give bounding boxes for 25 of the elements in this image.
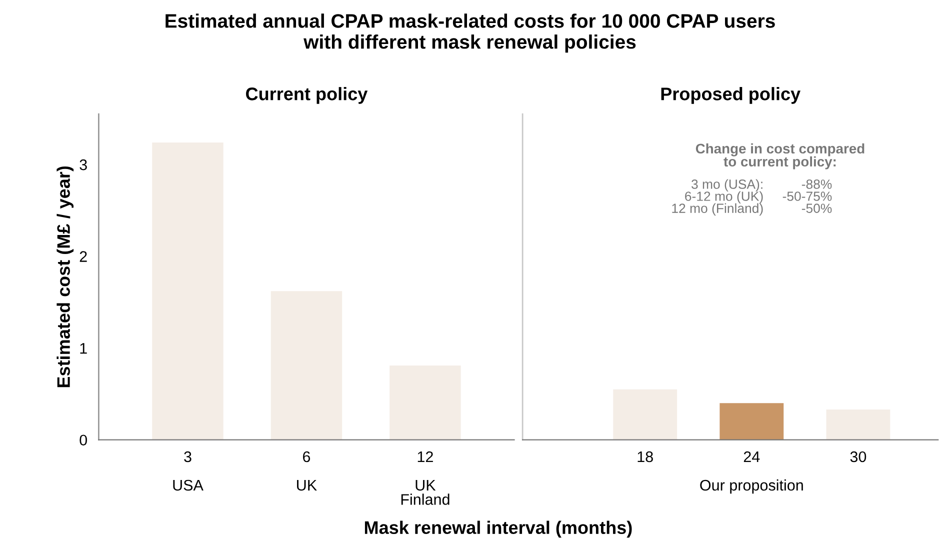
chart-subtitle: Current policy bbox=[246, 87, 368, 104]
annotation: 12 mo (Finland) bbox=[672, 203, 763, 216]
y-tick-label: 2 bbox=[80, 251, 87, 262]
x-tick-label: 6 UK bbox=[297, 451, 317, 491]
x-axis-title: Mask renewal interval (months) bbox=[364, 520, 632, 538]
x-tick-label: 12 UK Finland bbox=[401, 451, 450, 505]
annotation: 3 mo (USA): bbox=[692, 179, 762, 192]
x-tick-label: 24 Our proposition bbox=[700, 451, 803, 494]
annotation: -88% bbox=[802, 180, 832, 189]
chart-title: Estimated annual CPAP mask-related costs for 10 000 CPAP users with different mask renewal policies bbox=[166, 14, 775, 53]
bar bbox=[390, 365, 461, 440]
bar bbox=[270, 291, 342, 440]
annotation: -50% bbox=[802, 204, 832, 213]
x-tick-label: 3 USA bbox=[173, 451, 204, 491]
chart-subtitle: Proposed policy bbox=[661, 87, 800, 104]
annotation: Change in cost compared to current policy: bbox=[696, 143, 864, 170]
bar bbox=[152, 142, 224, 440]
y-tick-label: 3 bbox=[80, 159, 87, 170]
x-tick-label: 18 bbox=[638, 451, 653, 462]
annotation: -50-75% bbox=[782, 192, 832, 201]
y-axis-title: Estimated cost (M£ / year) bbox=[56, 166, 74, 388]
y-tick-label: 1 bbox=[80, 343, 87, 354]
annotation: 6-12 mo (UK) bbox=[685, 191, 763, 204]
y-tick-label: 0 bbox=[80, 434, 87, 446]
x-tick-label: 30 bbox=[850, 451, 866, 462]
